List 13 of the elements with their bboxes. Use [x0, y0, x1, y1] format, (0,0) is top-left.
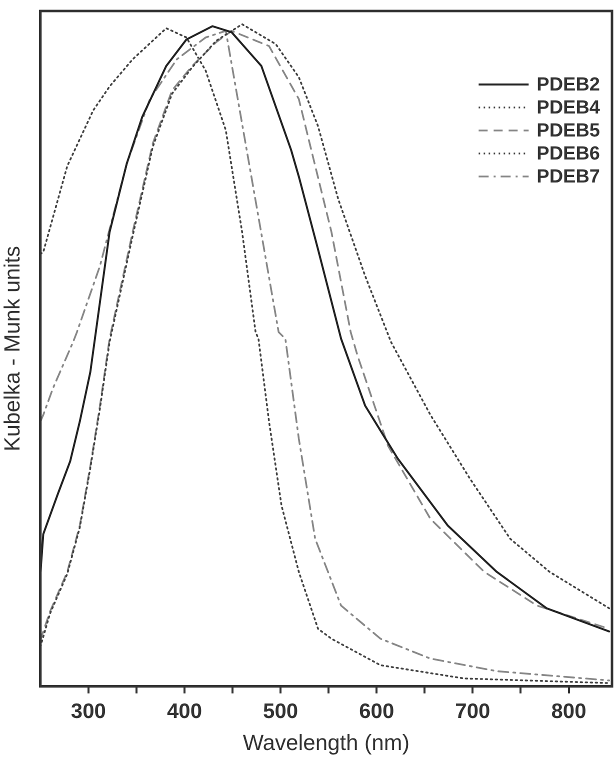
y-axis-title: Kubelka - Munk units: [0, 246, 24, 452]
x-tick-label: 600: [359, 700, 394, 723]
x-tick-label: 300: [70, 700, 106, 723]
x-tick-label: 700: [455, 700, 490, 723]
legend-label: PDEB5: [536, 120, 600, 142]
legend-label: PDEB4: [536, 98, 600, 119]
legend-label: PDEB6: [536, 144, 600, 165]
x-axis-title: Wavelength (nm): [242, 730, 410, 755]
legend-label: PDEB7: [536, 166, 600, 188]
x-tick-label: 400: [166, 700, 202, 723]
x-tick-label: 500: [263, 700, 298, 723]
legend-label: PDEB2: [536, 74, 600, 96]
x-tick-label: 800: [551, 700, 586, 723]
